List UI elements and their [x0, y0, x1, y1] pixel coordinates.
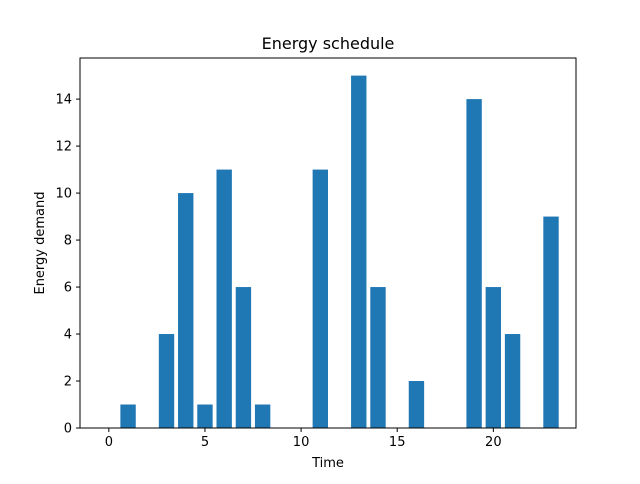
bar-t23 [543, 216, 559, 428]
y-tick-label: 10 [55, 187, 72, 202]
bar-t19 [466, 99, 482, 428]
bar-t8 [254, 404, 271, 428]
bar-t5 [197, 404, 213, 428]
y-axis-label: Energy demand [33, 191, 48, 294]
bar-t13 [351, 75, 367, 428]
bar-t20 [485, 287, 502, 428]
plot-frame [79, 57, 577, 429]
bar-t1 [120, 404, 136, 428]
y-axis-ticks: 0 2 4 6 8 10 12 14 [55, 93, 80, 437]
bar-t14 [370, 287, 386, 428]
y-tick-label: 14 [55, 93, 72, 108]
y-tick-label: 4 [64, 328, 72, 343]
bar-t16 [408, 381, 425, 428]
bar-t4 [178, 193, 194, 428]
x-axis-ticks: 0 5 10 15 20 [105, 428, 502, 450]
x-tick-label: 10 [293, 435, 310, 450]
bar-t21 [504, 334, 521, 428]
x-tick-label: 20 [485, 435, 502, 450]
y-tick-label: 8 [64, 234, 72, 249]
x-tick-label: 0 [105, 435, 113, 450]
x-axis-label: Time [311, 456, 344, 471]
y-tick-label: 2 [64, 375, 72, 390]
y-tick-label: 6 [64, 281, 72, 296]
bar-t6 [216, 169, 232, 429]
y-tick-label: 12 [55, 140, 72, 155]
bars-group [120, 75, 559, 429]
bar-t7 [235, 287, 252, 428]
x-tick-label: 15 [389, 435, 406, 450]
bar-t11 [312, 169, 328, 429]
chart-title: Energy schedule [262, 34, 395, 53]
y-tick-label: 0 [64, 422, 72, 437]
bar-t3 [158, 334, 175, 428]
x-tick-label: 5 [201, 435, 209, 450]
